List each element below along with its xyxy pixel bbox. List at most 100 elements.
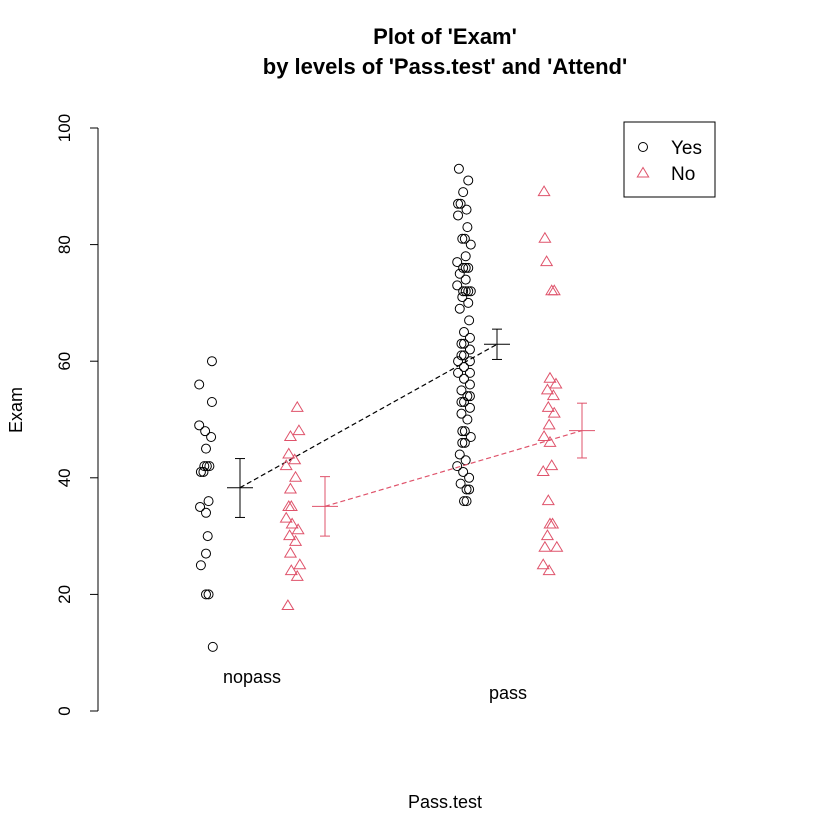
- data-point-no: [285, 517, 299, 529]
- data-point-no: [541, 494, 555, 506]
- data-point-yes: [455, 198, 466, 209]
- data-point-yes: [457, 437, 468, 448]
- data-point-yes: [465, 286, 476, 297]
- legend: Yes No: [623, 121, 716, 198]
- data-point-no: [290, 400, 304, 412]
- data-point-yes: [459, 233, 470, 244]
- mean-line-no: [324, 430, 583, 507]
- data-point-yes: [461, 204, 472, 215]
- legend-label-yes: Yes: [671, 138, 702, 159]
- data-point-no: [293, 558, 307, 570]
- y-tick-label: 60: [55, 352, 74, 371]
- data-point-yes: [464, 484, 475, 495]
- data-point-yes: [459, 373, 469, 384]
- data-point-yes: [201, 461, 212, 472]
- data-point-no: [546, 389, 560, 401]
- y-tick-label: 0: [55, 706, 74, 715]
- data-point-no: [283, 482, 298, 494]
- data-point-no: [290, 569, 304, 581]
- data-point-yes: [453, 210, 464, 221]
- y-axis: 0 20 40 60 80 100: [55, 114, 99, 716]
- data-point-no: [538, 231, 552, 243]
- data-point-no: [542, 418, 556, 430]
- data-point-no: [284, 499, 298, 511]
- data-point-no: [543, 435, 557, 447]
- data-point-no: [538, 540, 552, 552]
- data-point-yes: [453, 367, 464, 378]
- data-point-yes: [456, 350, 467, 361]
- data-point-no: [291, 523, 305, 535]
- data-point-no: [283, 430, 298, 441]
- data-point-yes: [459, 362, 469, 373]
- data-point-yes: [460, 251, 471, 262]
- data-point-yes: [454, 268, 465, 279]
- data-point-yes: [459, 350, 469, 361]
- data-point-no: [284, 564, 298, 576]
- data-point-yes: [464, 379, 475, 390]
- data-point-yes: [203, 589, 214, 600]
- data-point-no: [288, 470, 303, 482]
- data-point-no: [536, 464, 550, 476]
- data-point-no: [540, 383, 555, 395]
- data-point-no: [536, 558, 550, 570]
- data-point-yes: [464, 332, 475, 343]
- y-tick-label: 80: [55, 235, 74, 254]
- data-point-yes: [460, 286, 471, 297]
- data-point-yes: [453, 163, 464, 174]
- data-point-yes: [206, 397, 217, 408]
- data-point-no: [547, 406, 561, 418]
- legend-box: [623, 121, 716, 198]
- data-point-yes: [463, 297, 474, 308]
- data-point-yes: [456, 385, 467, 396]
- data-point-yes: [460, 262, 471, 273]
- y-axis-label: Exam: [6, 387, 26, 433]
- data-point-no: [543, 371, 557, 383]
- data-point-yes: [464, 391, 475, 402]
- data-point-yes: [207, 641, 218, 652]
- group-label-pass: pass: [489, 683, 527, 703]
- data-point-yes: [457, 292, 468, 303]
- data-point-yes: [459, 426, 470, 437]
- plot-area: nopass pass: [194, 163, 595, 703]
- data-point-yes: [459, 496, 469, 507]
- data-point-yes: [462, 414, 473, 425]
- y-tick-label: 20: [55, 585, 74, 604]
- data-point-no: [549, 377, 563, 389]
- chart-title-line-2: by levels of 'Pass.test' and 'Attend': [263, 54, 627, 79]
- data-point-yes: [198, 466, 209, 477]
- data-point-no: [545, 517, 560, 529]
- data-point-yes: [453, 198, 464, 209]
- data-point-yes: [459, 327, 469, 338]
- group-label-nopass: nopass: [223, 667, 281, 687]
- data-point-yes: [459, 338, 469, 349]
- data-point-yes: [458, 262, 469, 273]
- data-point-yes: [457, 426, 468, 437]
- data-point-no: [537, 430, 551, 441]
- data-point-yes: [454, 303, 465, 314]
- data-point-no: [542, 564, 556, 576]
- data-point-yes: [201, 507, 211, 518]
- data-point-no: [283, 546, 298, 558]
- data-point-yes: [201, 443, 211, 454]
- data-point-yes: [203, 496, 214, 507]
- data-point-no: [545, 459, 559, 471]
- chart-title-line-1: Plot of 'Exam': [373, 24, 517, 49]
- data-point-yes: [462, 391, 473, 402]
- data-point-yes: [455, 478, 466, 489]
- data-point-yes: [460, 274, 471, 285]
- data-point-yes: [199, 461, 210, 472]
- data-point-no: [292, 424, 306, 436]
- data-point-yes: [459, 437, 470, 448]
- data-point-yes: [461, 496, 472, 507]
- data-point-yes: [456, 408, 467, 419]
- data-point-yes: [464, 472, 475, 483]
- data-point-no: [279, 459, 293, 471]
- legend-marker-yes: [638, 142, 648, 152]
- data-point-yes: [202, 531, 213, 542]
- data-point-yes: [452, 257, 463, 268]
- data-point-yes: [464, 315, 475, 326]
- data-point-no: [279, 511, 293, 523]
- data-point-yes: [464, 356, 475, 367]
- x-axis-label: Pass.test: [408, 792, 482, 812]
